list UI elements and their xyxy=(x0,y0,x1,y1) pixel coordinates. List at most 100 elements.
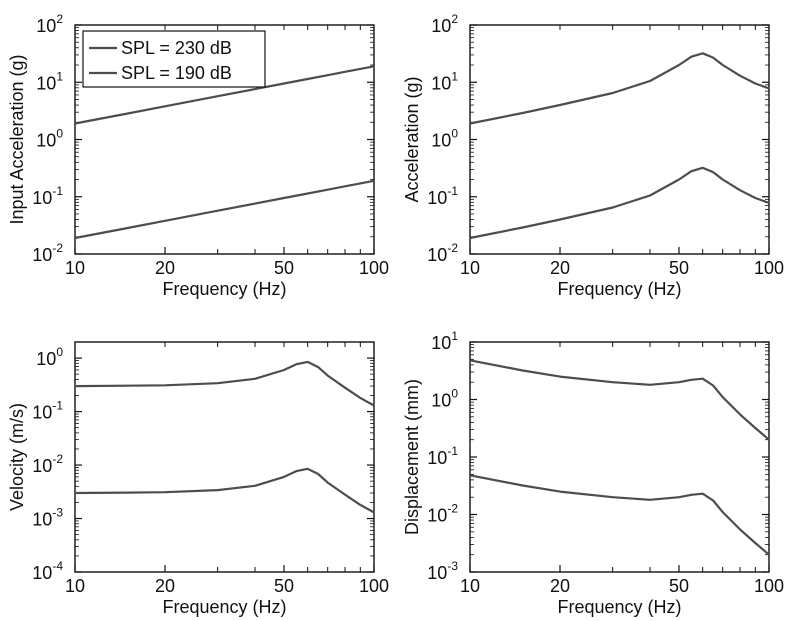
y-tick-base: 10 xyxy=(32,245,52,265)
y-tick-base: 10 xyxy=(32,403,52,423)
y-tick-exponent: 0 xyxy=(451,387,458,401)
y-tick-label: 10-2 xyxy=(32,241,63,265)
series-line-2 xyxy=(74,179,375,240)
plot-frame xyxy=(74,341,375,573)
y-tick-label: 10-2 xyxy=(427,241,458,265)
y-tick-label: 101 xyxy=(431,329,458,353)
y-tick-base: 10 xyxy=(431,131,451,151)
series-line-1 xyxy=(74,65,375,125)
y-tick-base: 10 xyxy=(431,391,451,411)
y-tick-base: 10 xyxy=(36,131,56,151)
x-axis-label: Frequency (Hz) xyxy=(162,279,286,299)
y-tick-base: 10 xyxy=(36,349,56,369)
y-tick-exponent: 2 xyxy=(451,12,458,26)
y-tick-base: 10 xyxy=(32,510,52,530)
y-tick-base: 10 xyxy=(32,563,52,583)
y-tick-label: 10-1 xyxy=(32,184,63,208)
x-axis-label: Frequency (Hz) xyxy=(162,597,286,617)
y-tick-label: 10-1 xyxy=(32,399,63,423)
y-axis-label: Displacement (mm) xyxy=(402,379,422,535)
x-axis-label: Frequency (Hz) xyxy=(557,279,681,299)
series-line-1 xyxy=(469,359,770,441)
y-axis-label: Velocity (m/s) xyxy=(7,403,27,511)
y-tick-base: 10 xyxy=(431,16,451,36)
y-tick-base: 10 xyxy=(427,245,447,265)
x-tick-label: 100 xyxy=(754,258,784,278)
series-line-2 xyxy=(469,474,770,556)
y-tick-exponent: 0 xyxy=(56,345,63,359)
y-tick-base: 10 xyxy=(32,188,52,208)
x-tick-label: 20 xyxy=(550,258,570,278)
y-tick-exponent: -1 xyxy=(52,399,63,413)
x-tick-label: 20 xyxy=(155,258,175,278)
y-tick-base: 10 xyxy=(427,506,447,526)
x-tick-label: 100 xyxy=(359,576,389,596)
y-tick-label: 10-1 xyxy=(427,184,458,208)
y-tick-label: 100 xyxy=(431,387,458,411)
y-tick-exponent: 1 xyxy=(56,69,63,83)
y-tick-label: 10-3 xyxy=(427,559,458,583)
y-tick-base: 10 xyxy=(36,16,56,36)
series-line-2 xyxy=(469,166,770,240)
series-line-1 xyxy=(469,52,770,125)
plot-frame xyxy=(469,24,770,255)
y-tick-exponent: -3 xyxy=(52,506,63,520)
y-tick-exponent: 0 xyxy=(451,127,458,141)
x-tick-label: 10 xyxy=(460,258,480,278)
x-tick-label: 50 xyxy=(274,576,294,596)
x-tick-label: 20 xyxy=(550,576,570,596)
legend-box xyxy=(82,30,266,88)
y-tick-exponent: -1 xyxy=(52,184,63,198)
y-tick-exponent: -2 xyxy=(447,502,458,516)
y-tick-exponent: -4 xyxy=(52,559,63,573)
y-tick-exponent: 2 xyxy=(56,12,63,26)
y-tick-exponent: -2 xyxy=(447,241,458,255)
y-axis-label: Acceleration (g) xyxy=(402,76,422,202)
y-tick-base: 10 xyxy=(427,563,447,583)
x-tick-label: 50 xyxy=(669,576,689,596)
y-tick-exponent: -1 xyxy=(447,444,458,458)
y-tick-exponent: 1 xyxy=(451,69,458,83)
legend: SPL = 230 dB SPL = 190 dB xyxy=(82,30,266,88)
y-tick-base: 10 xyxy=(427,188,447,208)
y-tick-label: 10-1 xyxy=(427,444,458,468)
y-tick-label: 100 xyxy=(431,127,458,151)
y-tick-label: 100 xyxy=(36,345,63,369)
legend-entry: SPL = 230 dB xyxy=(121,38,232,58)
y-tick-base: 10 xyxy=(427,448,447,468)
series-line-1 xyxy=(74,360,375,407)
y-tick-label: 100 xyxy=(36,127,63,151)
y-tick-label: 102 xyxy=(36,12,63,36)
y-tick-label: 10-3 xyxy=(32,506,63,530)
y-tick-exponent: 0 xyxy=(56,127,63,141)
y-tick-label: 10-4 xyxy=(32,559,63,583)
x-tick-label: 10 xyxy=(65,576,85,596)
x-tick-label: 10 xyxy=(65,258,85,278)
y-tick-label: 102 xyxy=(431,12,458,36)
x-tick-label: 100 xyxy=(754,576,784,596)
y-tick-base: 10 xyxy=(36,73,56,93)
x-tick-label: 20 xyxy=(155,576,175,596)
y-tick-exponent: -2 xyxy=(52,452,63,466)
y-tick-base: 10 xyxy=(431,333,451,353)
y-axis-label: Input Acceleration (g) xyxy=(7,54,27,224)
y-tick-exponent: 1 xyxy=(451,329,458,343)
x-tick-label: 50 xyxy=(274,258,294,278)
y-tick-exponent: -1 xyxy=(447,184,458,198)
y-tick-label: 10-2 xyxy=(32,452,63,476)
series-line-2 xyxy=(74,467,375,514)
y-tick-base: 10 xyxy=(32,456,52,476)
y-tick-label: 101 xyxy=(36,69,63,93)
y-tick-base: 10 xyxy=(431,73,451,93)
y-tick-exponent: -3 xyxy=(447,559,458,573)
y-tick-exponent: -2 xyxy=(52,241,63,255)
legend-entry: SPL = 190 dB xyxy=(121,63,232,83)
x-tick-label: 10 xyxy=(460,576,480,596)
x-tick-label: 50 xyxy=(669,258,689,278)
plot-frame xyxy=(469,341,770,573)
